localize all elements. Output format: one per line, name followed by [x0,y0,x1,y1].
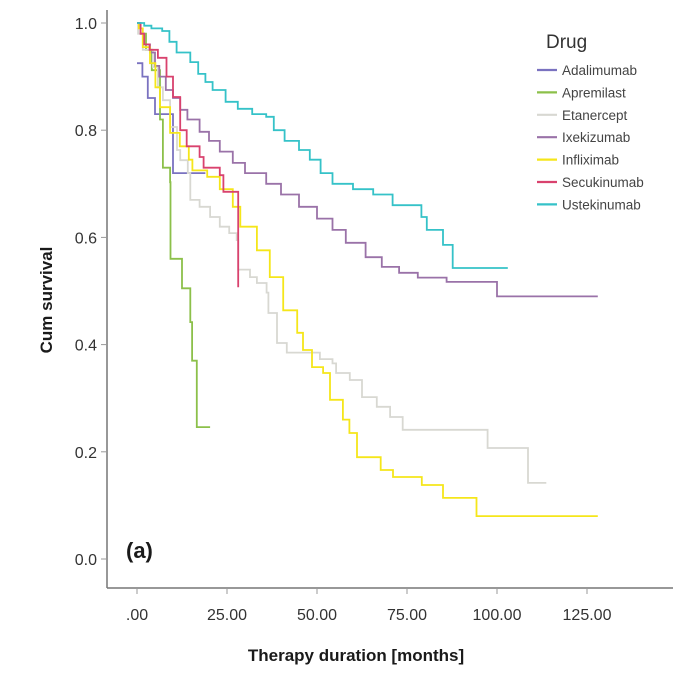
legend-label: Apremilast [562,85,626,100]
y-tick-label: 0.8 [75,123,97,140]
x-tick-label: .00 [126,607,148,624]
curve-adalimumab [137,62,206,174]
curve-infliximab [137,22,598,517]
legend-label: Adalimumab [562,63,637,78]
y-axis-title: Cum survival [37,247,56,354]
curve-etanercept [137,22,547,484]
legend-title: Drug [546,32,587,53]
x-tick-label: 100.00 [473,607,522,624]
panel-label: (a) [126,538,153,563]
x-tick-label: 125.00 [563,607,612,624]
axes [106,10,673,589]
y-tick-label: 0.6 [75,230,97,247]
curve-secukinumab [137,22,240,288]
legend-label: Infliximab [562,153,619,168]
x-tick-label: 25.00 [207,607,247,624]
y-tick-label: 0.4 [75,338,97,355]
x-tick-label: 50.00 [297,607,337,624]
legend-label: Etanercept [562,108,628,123]
curve-ixekizumab [137,22,598,298]
legend: Drug Adalimumab Apremilast Etanercept Ixeki… [537,32,644,212]
survival-curves [137,22,598,517]
curve-ustekinumab [137,22,508,269]
x-axis-title: Therapy duration [months] [248,646,464,665]
y-tick-label: 0.2 [75,445,97,462]
legend-label: Secukinumab [562,175,644,190]
y-tick-label: 0.0 [75,552,97,569]
legend-label: Ixekizumab [562,130,630,145]
y-tick-label: 1.0 [75,16,97,33]
legend-label: Ustekinumab [562,197,641,212]
ticks: .00 25.00 50.00 75.00 100.00 125.00 0.0 0.2 0.4 0… [75,16,612,624]
x-tick-label: 75.00 [387,607,427,624]
